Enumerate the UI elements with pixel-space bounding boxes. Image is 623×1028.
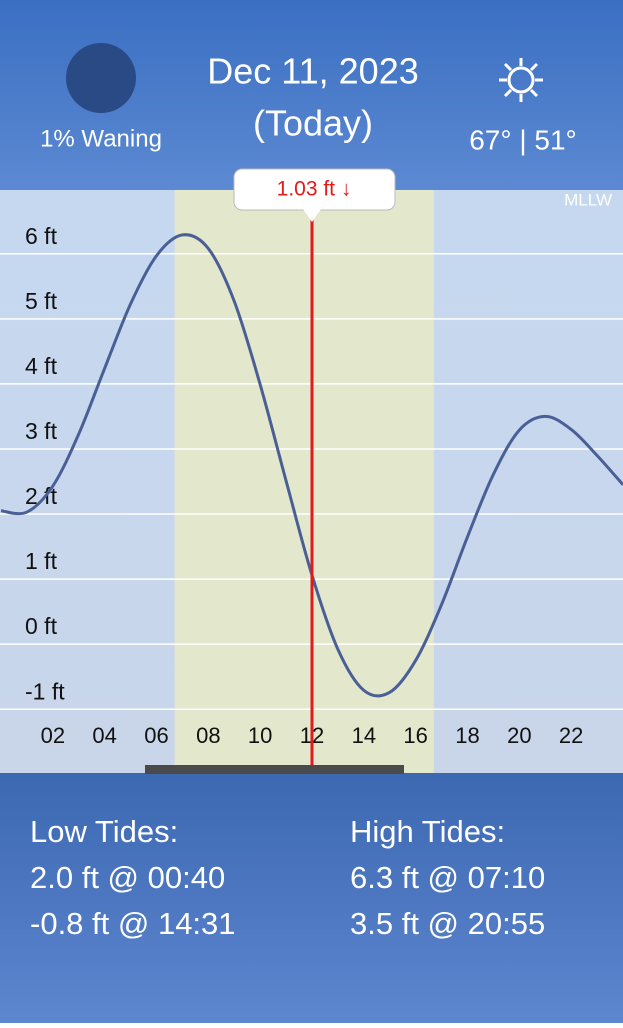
y-tick-label: 6 ft bbox=[25, 223, 58, 249]
x-tick-label: 10 bbox=[248, 723, 272, 748]
x-tick-label: 16 bbox=[403, 723, 427, 748]
x-tick-label: 14 bbox=[352, 723, 376, 748]
high-tide: 6.3 ft @ 07:10 bbox=[350, 860, 545, 895]
tide-curve bbox=[0, 233, 623, 698]
x-tick-label: 04 bbox=[92, 723, 116, 748]
date: Dec 11, 2023 bbox=[207, 51, 418, 92]
current-label: 1.03 ft ↓ bbox=[277, 178, 352, 201]
moon-icon bbox=[66, 43, 136, 113]
weather: 67° | 51° bbox=[469, 124, 577, 155]
low-tide: -0.8 ft @ 14:31 bbox=[30, 906, 236, 941]
datum-label: MLLW bbox=[564, 190, 612, 209]
today: (Today) bbox=[253, 103, 373, 144]
y-tick-label: 0 ft bbox=[25, 613, 58, 639]
scroll-indicator bbox=[145, 765, 404, 774]
moon-label: 1% Waning bbox=[40, 125, 162, 152]
y-tick-label: 4 ft bbox=[25, 353, 58, 379]
y-tick-label: -1 ft bbox=[25, 678, 65, 704]
daylight-band bbox=[174, 190, 434, 773]
sun-icon bbox=[499, 58, 543, 102]
y-tick-label: 3 ft bbox=[25, 418, 58, 444]
y-tick-label: 5 ft bbox=[25, 288, 58, 314]
y-tick-label: 1 ft bbox=[25, 548, 58, 574]
x-tick-label: 08 bbox=[196, 723, 220, 748]
low-tide: 2.0 ft @ 00:40 bbox=[30, 860, 225, 895]
footer-bg bbox=[0, 773, 623, 1023]
x-tick-label: 22 bbox=[559, 723, 583, 748]
low-title: Low Tides: bbox=[30, 814, 178, 849]
x-tick-label: 20 bbox=[507, 723, 531, 748]
x-tick-label: 06 bbox=[144, 723, 168, 748]
callout-pointer bbox=[303, 209, 321, 222]
x-tick-label: 18 bbox=[455, 723, 479, 748]
high-tide: 3.5 ft @ 20:55 bbox=[350, 906, 545, 941]
x-tick-label: 02 bbox=[41, 723, 65, 748]
high-title: High Tides: bbox=[350, 814, 505, 849]
